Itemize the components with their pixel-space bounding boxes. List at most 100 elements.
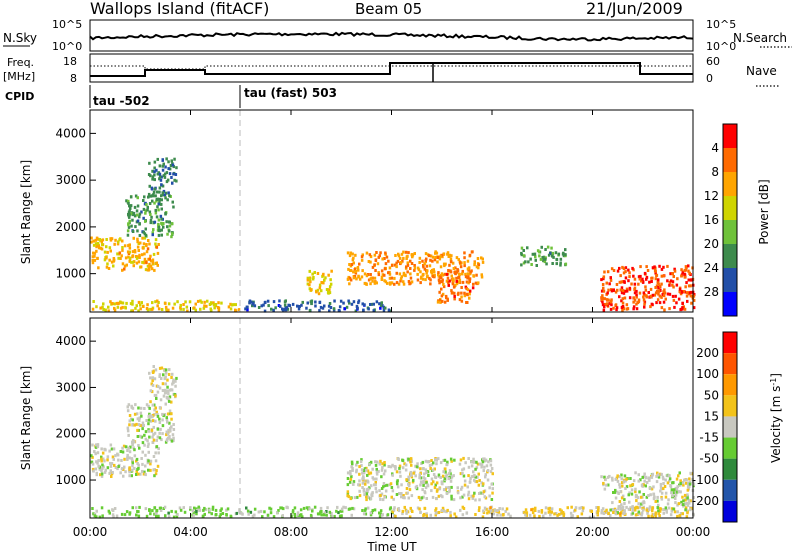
heatmap-cell	[102, 302, 105, 306]
heatmap-cell	[203, 506, 206, 510]
heatmap-cell	[410, 280, 414, 284]
heatmap-cell	[396, 485, 400, 489]
heatmap-cell	[415, 465, 419, 469]
heatmap-cell	[663, 508, 667, 511]
colorbar-swatch	[723, 220, 737, 244]
heatmap-cell	[147, 418, 151, 422]
heatmap-cell	[486, 511, 489, 515]
heatmap-cell	[544, 257, 547, 261]
heatmap-cell	[665, 510, 668, 514]
heatmap-cell	[657, 509, 660, 513]
heatmap-cell	[422, 264, 425, 267]
heatmap-cell	[135, 459, 138, 463]
heatmap-cell	[417, 495, 421, 499]
heatmap-cell	[383, 267, 387, 271]
heatmap-cell	[450, 274, 453, 278]
colorbar-tick-label: 16	[704, 213, 719, 227]
heatmap-cell	[455, 282, 459, 286]
heatmap-cell	[481, 491, 485, 495]
heatmap-cell	[209, 301, 213, 305]
heatmap-cell	[622, 291, 626, 295]
heatmap-cell	[126, 456, 129, 460]
colorbar-tick-label: 8	[711, 165, 719, 179]
heatmap-cell	[133, 412, 137, 416]
heatmap-cell	[654, 500, 657, 503]
heatmap-cell	[252, 301, 255, 305]
heatmap-cell	[350, 513, 353, 517]
heatmap-cell	[467, 490, 471, 494]
heatmap-cell	[436, 260, 439, 264]
heatmap-cell	[670, 509, 674, 513]
heatmap-cell	[642, 493, 645, 496]
heatmap-cell	[380, 269, 384, 273]
heatmap-cell	[353, 496, 357, 500]
heatmap-cell	[137, 242, 140, 245]
heatmap-cell	[446, 297, 449, 301]
heatmap-cell	[483, 495, 486, 499]
heatmap-cell	[426, 483, 429, 487]
heatmap-cell	[167, 308, 170, 312]
heatmap-cell	[442, 470, 445, 474]
heatmap-cell	[601, 507, 605, 511]
heatmap-cell	[155, 261, 158, 265]
heatmap-cell	[620, 481, 624, 485]
heatmap-cell	[436, 300, 440, 304]
heatmap-cell	[225, 508, 228, 512]
heatmap-cell	[144, 437, 148, 441]
heatmap-cell	[355, 470, 358, 474]
heatmap-cell	[414, 464, 417, 468]
heatmap-cell	[167, 428, 170, 432]
colorbar-swatch	[723, 332, 737, 354]
x-tick-label: 04:00	[173, 525, 208, 539]
heatmap-cell	[644, 484, 647, 488]
heatmap-cell	[654, 271, 657, 275]
heatmap-cell	[604, 478, 607, 482]
heatmap-cell	[624, 289, 627, 293]
heatmap-cell	[434, 507, 438, 511]
heatmap-cell	[328, 309, 331, 313]
heatmap-cell	[126, 426, 130, 430]
heatmap-cell	[157, 233, 161, 237]
heatmap-cell	[686, 496, 689, 500]
heatmap-cell	[490, 482, 493, 486]
heatmap-cell	[450, 459, 453, 463]
heatmap-cell	[300, 303, 303, 307]
heatmap-cell	[623, 280, 626, 284]
heatmap-cell	[323, 304, 326, 308]
heatmap-cell	[154, 459, 158, 463]
heatmap-cell	[172, 205, 175, 209]
heatmap-cell	[417, 268, 421, 272]
heatmap-cell	[477, 509, 481, 512]
heatmap-cell	[446, 276, 450, 280]
heatmap-cell	[663, 485, 667, 488]
heatmap-cell	[354, 270, 358, 273]
heatmap-cell	[673, 305, 676, 309]
heatmap-cell	[447, 255, 450, 258]
heatmap-cell	[529, 257, 532, 261]
heatmap-cell	[131, 506, 134, 510]
heatmap-cell	[463, 483, 467, 487]
heatmap-cell	[161, 412, 164, 416]
heatmap-cell	[164, 375, 167, 379]
heatmap-cell	[429, 282, 432, 286]
heatmap-cell	[687, 278, 690, 282]
heatmap-cell	[124, 305, 127, 309]
heatmap-cell	[139, 472, 142, 476]
heatmap-cell	[136, 240, 139, 244]
heatmap-cell	[278, 299, 281, 303]
heatmap-cell	[609, 276, 612, 280]
heatmap-cell	[382, 305, 385, 309]
heatmap-cell	[429, 258, 432, 262]
heatmap-cell	[457, 275, 461, 279]
heatmap-cell	[110, 475, 113, 478]
heatmap-cell	[168, 172, 172, 176]
heatmap-cell	[662, 487, 665, 491]
heatmap-cell	[459, 508, 462, 512]
heatmap-cell	[296, 512, 300, 516]
heatmap-cell	[427, 474, 430, 477]
heatmap-cell	[660, 495, 663, 499]
heatmap-cell	[656, 280, 660, 284]
heatmap-cell	[154, 406, 157, 410]
heatmap-cell	[328, 510, 332, 514]
heatmap-cell	[437, 271, 440, 275]
